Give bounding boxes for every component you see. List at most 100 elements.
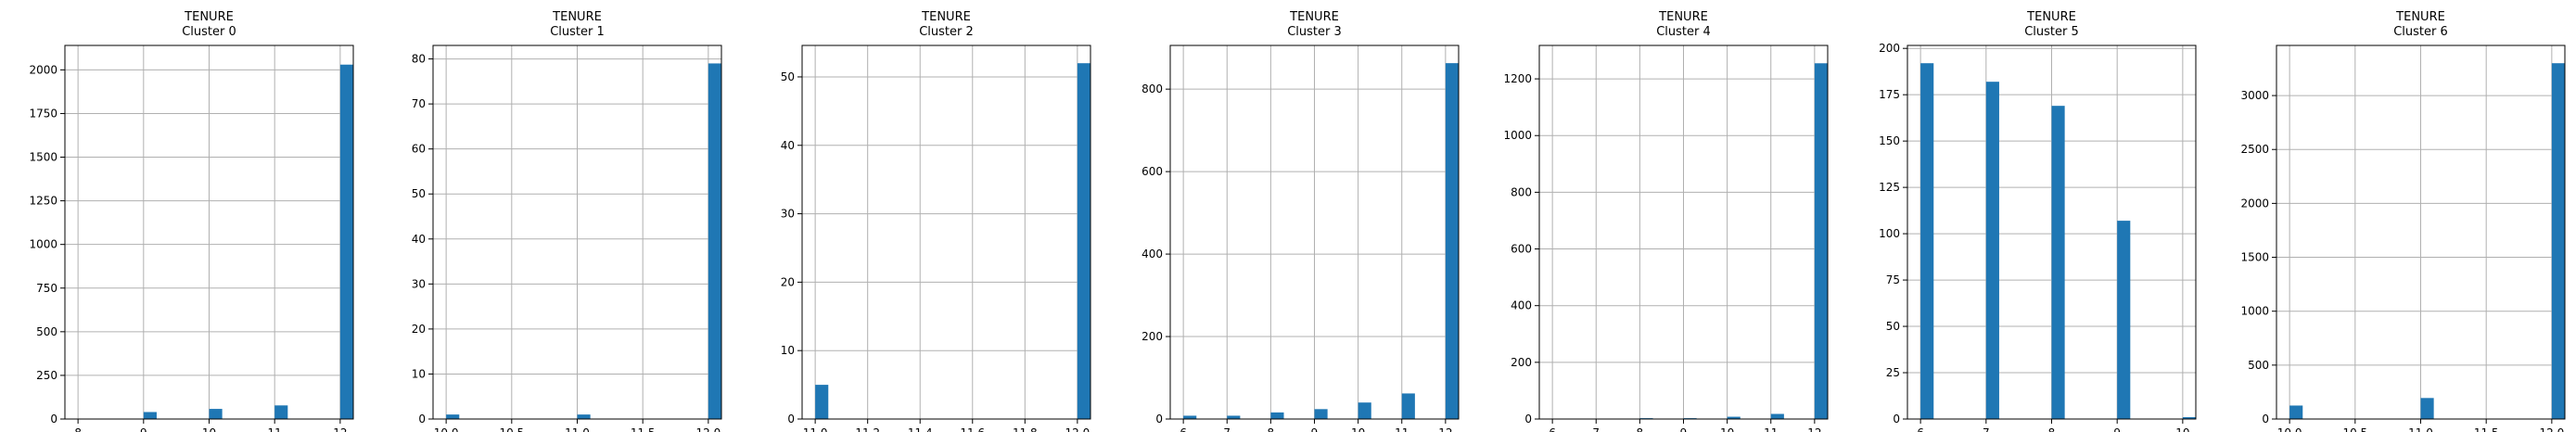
subplot-title-variable: TENURE bbox=[2026, 10, 2076, 24]
y-tick-label: 50 bbox=[1886, 320, 1900, 333]
y-tick-label: 250 bbox=[36, 369, 57, 382]
histogram-bar bbox=[2420, 398, 2434, 419]
y-tick-label: 600 bbox=[1141, 165, 1163, 178]
histogram-bar bbox=[1770, 413, 1784, 419]
y-tick-label: 0 bbox=[50, 413, 57, 426]
y-tick-label: 400 bbox=[1511, 299, 1532, 312]
histogram-bar bbox=[1985, 82, 1999, 420]
x-tick-label: 11.2 bbox=[855, 426, 880, 432]
histogram-bar bbox=[2182, 417, 2196, 419]
x-tick-label: 9 bbox=[1311, 426, 1319, 432]
y-tick-label: 125 bbox=[1879, 181, 1900, 194]
histogram-bar bbox=[1227, 415, 1241, 419]
y-tick-label: 1750 bbox=[29, 107, 57, 120]
y-tick-label: 1000 bbox=[2240, 305, 2269, 318]
subplot-title-variable: TENURE bbox=[552, 10, 602, 24]
y-tick-label: 30 bbox=[781, 208, 795, 221]
histogram-bar bbox=[815, 385, 829, 419]
x-tick-label: 7 bbox=[1223, 426, 1231, 432]
y-tick-label: 200 bbox=[1141, 330, 1163, 343]
y-tick-label: 0 bbox=[1524, 413, 1532, 426]
subplot-title-cluster: Cluster 2 bbox=[919, 25, 974, 39]
x-tick-label: 11.8 bbox=[1013, 426, 1038, 432]
x-tick-label: 6 bbox=[1180, 426, 1187, 432]
x-tick-label: 12 bbox=[1438, 426, 1452, 432]
y-tick-label: 1200 bbox=[1503, 72, 1532, 85]
y-tick-label: 10 bbox=[781, 344, 795, 357]
y-tick-label: 1500 bbox=[2240, 251, 2269, 264]
subplot-title-cluster: Cluster 6 bbox=[2393, 25, 2448, 39]
subplot-title-variable: TENURE bbox=[1289, 10, 1339, 24]
y-tick-label: 800 bbox=[1141, 83, 1163, 95]
x-tick-label: 10 bbox=[2175, 426, 2189, 432]
x-tick-label: 10 bbox=[202, 426, 216, 432]
x-tick-label: 11.0 bbox=[803, 426, 828, 432]
y-tick-label: 200 bbox=[1511, 356, 1532, 369]
subplot-title-cluster: Cluster 1 bbox=[550, 25, 605, 39]
x-tick-label: 12.0 bbox=[696, 426, 721, 432]
y-tick-label: 0 bbox=[1893, 413, 1900, 426]
x-tick-label: 8 bbox=[74, 426, 82, 432]
x-tick-label: 9 bbox=[2113, 426, 2121, 432]
histogram-bar bbox=[1314, 409, 1328, 419]
histogram-bar bbox=[2289, 405, 2303, 419]
y-tick-label: 150 bbox=[1879, 134, 1900, 147]
x-tick-label: 12.0 bbox=[1065, 426, 1090, 432]
x-tick-label: 11.0 bbox=[2408, 426, 2433, 432]
y-tick-label: 70 bbox=[412, 97, 426, 110]
y-tick-label: 50 bbox=[781, 70, 795, 83]
x-tick-label: 11.5 bbox=[631, 426, 656, 432]
y-tick-label: 0 bbox=[1155, 413, 1163, 426]
histogram-bar bbox=[209, 409, 223, 419]
y-tick-label: 10 bbox=[412, 367, 426, 380]
y-tick-label: 500 bbox=[2248, 359, 2269, 372]
subplot-cluster-5: 6789100255075100125150175200TENURECluste… bbox=[1879, 10, 2197, 432]
subplot-title-cluster: Cluster 5 bbox=[2024, 25, 2079, 39]
y-tick-label: 2000 bbox=[2240, 197, 2269, 210]
y-tick-label: 800 bbox=[1511, 185, 1532, 198]
subplot-title-variable: TENURE bbox=[2395, 10, 2445, 24]
x-tick-label: 8 bbox=[1268, 426, 1275, 432]
histogram-bar bbox=[1270, 412, 1284, 419]
y-tick-label: 400 bbox=[1141, 248, 1163, 260]
y-tick-label: 100 bbox=[1879, 227, 1900, 240]
histogram-bar bbox=[1814, 63, 1828, 419]
histogram-bar bbox=[1727, 416, 1741, 419]
x-tick-label: 7 bbox=[1983, 426, 1990, 432]
y-tick-label: 2000 bbox=[29, 63, 57, 76]
x-tick-label: 10.5 bbox=[2342, 426, 2367, 432]
x-tick-label: 10 bbox=[1351, 426, 1365, 432]
y-tick-label: 20 bbox=[412, 323, 426, 336]
y-tick-label: 0 bbox=[418, 413, 426, 426]
y-tick-label: 3000 bbox=[2240, 89, 2269, 102]
subplot-title-cluster: Cluster 3 bbox=[1287, 25, 1342, 39]
y-tick-label: 0 bbox=[787, 413, 795, 426]
x-tick-label: 11 bbox=[1395, 426, 1409, 432]
y-tick-label: 50 bbox=[412, 187, 426, 200]
y-tick-label: 2500 bbox=[2240, 143, 2269, 156]
y-tick-label: 1000 bbox=[29, 238, 57, 251]
subplot-cluster-4: 6 7 8 9 10 11 12 0 200 400 600 800 1000 1200 TENUREClu… bbox=[1503, 10, 1829, 432]
histogram-bar bbox=[2551, 63, 2565, 419]
x-tick-label: 8 bbox=[1637, 426, 1644, 432]
x-tick-label: 10.0 bbox=[434, 426, 459, 432]
subplot-title-cluster: Cluster 4 bbox=[1656, 25, 1711, 39]
y-tick-label: 1500 bbox=[29, 151, 57, 164]
histogram-bar bbox=[2051, 106, 2065, 419]
histogram-bar bbox=[577, 414, 591, 419]
x-tick-label: 9 bbox=[140, 426, 147, 432]
x-tick-label: 10.5 bbox=[499, 426, 524, 432]
x-tick-label: 6 bbox=[1917, 426, 1924, 432]
x-tick-label: 10.0 bbox=[2277, 426, 2302, 432]
x-tick-label: 11 bbox=[1764, 426, 1778, 432]
y-tick-label: 200 bbox=[1879, 42, 1900, 55]
y-tick-label: 500 bbox=[36, 325, 57, 338]
subplot-title-variable: TENURE bbox=[1658, 10, 1708, 24]
histogram-bar bbox=[274, 405, 288, 419]
y-tick-label: 60 bbox=[412, 143, 426, 156]
y-tick-label: 0 bbox=[2262, 413, 2269, 426]
x-tick-label: 12.0 bbox=[2540, 426, 2565, 432]
x-tick-label: 11.0 bbox=[565, 426, 590, 432]
